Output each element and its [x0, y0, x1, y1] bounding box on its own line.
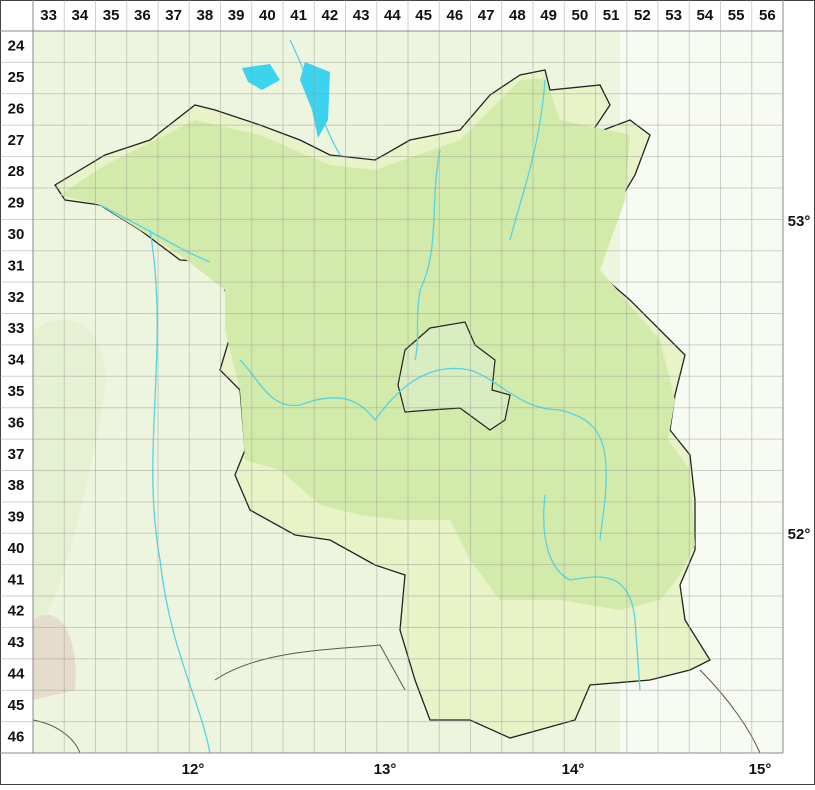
row-label: 46 [8, 728, 25, 745]
column-label: 40 [259, 7, 276, 24]
row-label: 29 [8, 195, 25, 212]
column-label: 33 [40, 7, 57, 24]
row-label: 31 [8, 257, 25, 274]
row-label: 30 [8, 226, 25, 243]
column-label: 37 [165, 7, 182, 24]
row-label: 39 [8, 509, 25, 526]
column-label: 38 [197, 7, 214, 24]
column-label: 55 [728, 7, 745, 24]
row-label: 32 [8, 289, 25, 306]
row-label: 26 [8, 100, 25, 117]
latitude-label: 53° [788, 213, 811, 230]
river [543, 494, 641, 691]
latitude-label: 52° [788, 526, 811, 543]
river [239, 359, 607, 541]
row-label: 41 [8, 571, 25, 588]
longitude-label: 14° [562, 761, 585, 778]
forest [60, 78, 695, 610]
column-label: 34 [72, 7, 89, 24]
column-label: 54 [697, 7, 714, 24]
column-label: 45 [415, 7, 432, 24]
terrain [33, 320, 106, 640]
column-label: 43 [353, 7, 370, 24]
berlin [397, 321, 511, 431]
longitude-label: 13° [374, 761, 397, 778]
row-label: 33 [8, 320, 25, 337]
column-label: 52 [634, 7, 651, 24]
column-label: 49 [540, 7, 557, 24]
row-label: 42 [8, 603, 25, 620]
row-label: 27 [8, 132, 25, 149]
column-label: 50 [572, 7, 589, 24]
row-label: 24 [8, 38, 25, 55]
column-label: 42 [322, 7, 339, 24]
column-label: 53 [665, 7, 682, 24]
column-label: 56 [759, 7, 776, 24]
row-label: 43 [8, 634, 25, 651]
rivers [99, 39, 641, 754]
column-label: 36 [134, 7, 151, 24]
row-label: 44 [8, 665, 25, 682]
column-label: 46 [447, 7, 464, 24]
column-label: 41 [290, 7, 307, 24]
column-label: 44 [384, 7, 401, 24]
river [414, 149, 441, 361]
column-label: 47 [478, 7, 495, 24]
hills [33, 614, 76, 700]
row-label: 45 [8, 697, 25, 714]
row-label: 28 [8, 163, 25, 180]
row-label: 36 [8, 414, 25, 431]
row-label: 34 [8, 352, 25, 369]
river [509, 79, 546, 241]
row-label: 37 [8, 446, 25, 463]
column-label: 51 [603, 7, 620, 24]
boundaries [32, 644, 761, 754]
column-label: 48 [509, 7, 526, 24]
row-label: 38 [8, 477, 25, 494]
longitude-label: 12° [182, 761, 205, 778]
longitude-label: 15° [749, 761, 772, 778]
row-label: 25 [8, 69, 25, 86]
river [149, 229, 211, 754]
column-label: 35 [103, 7, 120, 24]
river [99, 204, 211, 263]
map-area [0, 0, 784, 754]
row-label: 35 [8, 383, 25, 400]
column-label: 39 [228, 7, 245, 24]
lakes [242, 62, 330, 138]
grid [0, 0, 784, 754]
row-label: 40 [8, 540, 25, 557]
